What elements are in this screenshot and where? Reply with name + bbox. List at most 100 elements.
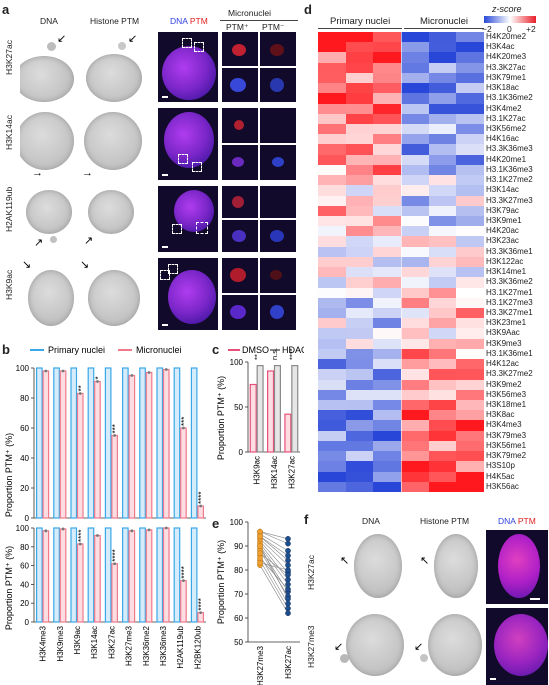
heatmap-cell (345, 451, 374, 462)
a-r2-micro-minus-top (260, 108, 296, 143)
data-point (78, 542, 82, 546)
data-point (182, 579, 185, 583)
heatmap-cell (345, 83, 374, 94)
heatmap-row-label: H4K16ac (486, 134, 519, 144)
heatmap-cell (428, 328, 457, 340)
bar-micronuclei (94, 534, 101, 623)
bar-primary (139, 527, 146, 623)
heatmap-row-label: H3.1K36me3 (486, 164, 533, 174)
heatmap-cell (428, 267, 457, 278)
heatmap-cell (345, 236, 374, 248)
heatmap-cell (428, 52, 457, 64)
heatmap-row-label: H3K79me2 (486, 451, 527, 461)
heatmap-cell (428, 389, 457, 401)
a-r1-ptm-image: ↙ (78, 32, 142, 102)
heatmap-cell (456, 205, 485, 217)
x-tick-label: H3K9ac (253, 456, 262, 484)
heatmap-cell (428, 195, 457, 207)
heatmap-cell (345, 400, 374, 411)
heatmap-row-label: H3K23me1 (486, 318, 527, 328)
heatmap-cell (456, 297, 485, 309)
heatmap-cell (318, 389, 347, 401)
heatmap-cell (318, 124, 347, 135)
data-point (147, 528, 151, 532)
heatmap-cell (456, 52, 485, 64)
heatmap-cell (345, 297, 374, 309)
pair-line (259, 536, 289, 556)
y-tick-label: 100 (230, 518, 244, 527)
d-group-primary-rule (318, 28, 402, 29)
heatmap-cell (345, 471, 374, 483)
heatmap-cell (345, 144, 374, 156)
heatmap-cell (428, 369, 457, 381)
heatmap-cell (428, 481, 457, 493)
f-header-dna: DNA (362, 516, 380, 526)
data-point (78, 392, 82, 395)
pair-line (259, 552, 289, 576)
data-point (199, 504, 203, 508)
heatmap-cell (318, 338, 347, 350)
heatmap-row-label: H3.3K27me1 (486, 308, 533, 317)
bar-primary (173, 527, 181, 623)
heatmap-cell (456, 348, 485, 360)
bar-hdaci (256, 365, 264, 453)
heatmap-cell (456, 134, 485, 145)
heatmap-cell (318, 461, 347, 473)
y-tick-label: 90 (234, 542, 243, 551)
heatmap-cell (345, 389, 374, 401)
heatmap-cell (401, 42, 430, 53)
heatmap-cell (401, 481, 430, 493)
arrow-icon: ↘ (22, 259, 32, 271)
heatmap-cell (373, 348, 402, 360)
heatmap-cell (456, 451, 485, 462)
heatmap-cell (428, 400, 457, 411)
data-point (113, 434, 117, 437)
heatmap-cell (318, 348, 347, 360)
heatmap-cell (345, 134, 374, 145)
y-tick-label: 50 (234, 403, 243, 412)
heatmap-cell (401, 318, 430, 329)
heatmap-cell (373, 52, 402, 64)
heatmap-cell (318, 256, 347, 268)
point-h3k27me3 (257, 560, 263, 566)
data-point (44, 369, 48, 373)
panel-c-chart: DMSO HDACi 0 50 100 ** H3K9ac n.s. H3K14ac ****… (216, 345, 304, 489)
heatmap-row-label: H3K56me2 (486, 124, 527, 133)
point-h3k27ac (285, 567, 291, 573)
heatmap-cell (401, 236, 430, 248)
heatmap-cell (401, 103, 430, 115)
heatmap-cell (373, 430, 402, 442)
heatmap-cell (401, 308, 430, 319)
heatmap-cell (456, 440, 485, 452)
heatmap-cell (345, 42, 374, 53)
heatmap-cell (428, 72, 457, 84)
a-header-micronuclei: Micronuclei (228, 8, 271, 18)
heatmap-row-label: H3K14ac (486, 185, 519, 195)
heatmap-cell (456, 430, 485, 442)
heatmap-row-label: H3.1K27me1 (486, 287, 533, 297)
heatmap-cell (318, 134, 347, 145)
heatmap-cell (318, 72, 347, 84)
heatmap-cell (401, 164, 430, 176)
heatmap-cell (401, 93, 430, 105)
pair-line (259, 562, 289, 571)
a-header-merge-ptm: PTM (189, 16, 208, 26)
point-h3k27ac (285, 548, 291, 554)
bar-micronuclei (180, 580, 187, 623)
heatmap-row-label: H4K20ac (486, 226, 519, 236)
significance-label: **** (197, 492, 206, 504)
bar-dmso (284, 413, 292, 453)
bar-micronuclei (162, 368, 170, 519)
a-micronuclei-rule (220, 20, 298, 21)
heatmap-cell (345, 440, 374, 452)
heatmap-cell (373, 42, 402, 53)
point-h3k27ac (285, 562, 291, 569)
heatmap-cell (345, 328, 374, 340)
heatmap-cell (401, 277, 430, 289)
significance-label: *** (180, 417, 189, 426)
bar-micronuclei (59, 370, 67, 519)
y-tick-label: 100 (16, 364, 30, 373)
heatmap-cell (373, 154, 402, 166)
b-legend: Primary nuclei Micronuclei (30, 345, 182, 355)
heatmap-cell (318, 318, 347, 329)
